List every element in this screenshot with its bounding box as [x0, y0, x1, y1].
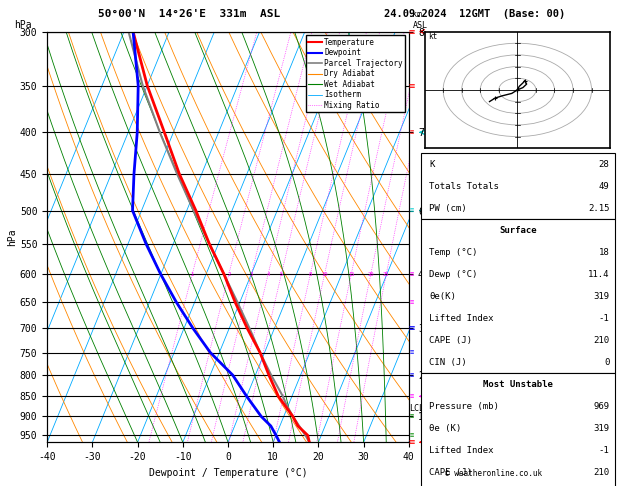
Text: 50°00'N  14°26'E  331m  ASL: 50°00'N 14°26'E 331m ASL [97, 9, 280, 19]
Text: 4: 4 [267, 272, 270, 277]
Text: 24.09.2024  12GMT  (Base: 00): 24.09.2024 12GMT (Base: 00) [384, 9, 565, 19]
Text: 15: 15 [348, 272, 355, 277]
Text: ≡: ≡ [410, 349, 414, 356]
Text: 18: 18 [599, 247, 610, 257]
Text: 11.4: 11.4 [588, 270, 610, 278]
Text: 49: 49 [599, 182, 610, 191]
Text: 969: 969 [593, 401, 610, 411]
Text: CAPE (J): CAPE (J) [429, 468, 472, 477]
Text: 0: 0 [604, 358, 610, 366]
Text: ≡: ≡ [410, 129, 414, 136]
Text: Pressure (mb): Pressure (mb) [429, 401, 499, 411]
Text: ≡: ≡ [409, 27, 415, 36]
Text: 25: 25 [383, 272, 389, 277]
Text: K: K [429, 159, 435, 169]
Text: Lifted Index: Lifted Index [429, 313, 494, 323]
Text: ≡: ≡ [410, 414, 414, 419]
Text: ≡: ≡ [410, 433, 414, 438]
Text: km
ASL: km ASL [413, 10, 428, 30]
Text: PW (cm): PW (cm) [429, 204, 467, 212]
X-axis label: Dewpoint / Temperature (°C): Dewpoint / Temperature (°C) [148, 468, 308, 478]
Text: ≡: ≡ [410, 372, 414, 378]
Bar [421, 153, 615, 219]
Text: 2.15: 2.15 [588, 204, 610, 212]
Text: ≡: ≡ [409, 81, 415, 90]
Text: hPa: hPa [14, 19, 32, 30]
Text: ≡: ≡ [409, 437, 415, 447]
Text: 319: 319 [593, 423, 610, 433]
Text: 319: 319 [593, 292, 610, 300]
Text: Dewp (°C): Dewp (°C) [429, 270, 477, 278]
Text: kt: kt [428, 32, 438, 41]
Text: CIN (J): CIN (J) [429, 358, 467, 366]
Text: ≡: ≡ [410, 208, 414, 213]
Bar [421, 373, 615, 486]
Text: Lifted Index: Lifted Index [429, 446, 494, 454]
Legend: Temperature, Dewpoint, Parcel Trajectory, Dry Adiabat, Wet Adiabat, Isotherm, Mi: Temperature, Dewpoint, Parcel Trajectory… [306, 35, 405, 112]
Text: ≡: ≡ [410, 271, 414, 278]
Text: Totals Totals: Totals Totals [429, 182, 499, 191]
Text: Temp (°C): Temp (°C) [429, 247, 477, 257]
Text: 1: 1 [191, 272, 194, 277]
Text: 20: 20 [367, 272, 374, 277]
Y-axis label: hPa: hPa [7, 228, 17, 246]
Text: θe(K): θe(K) [429, 292, 456, 300]
Text: 10: 10 [321, 272, 328, 277]
Text: Most Unstable: Most Unstable [483, 380, 554, 388]
Text: 5: 5 [280, 272, 283, 277]
Bar [421, 219, 615, 373]
Text: Surface: Surface [499, 226, 537, 235]
Text: -1: -1 [599, 313, 610, 323]
Text: ≡: ≡ [410, 393, 414, 399]
Text: -1: -1 [599, 446, 610, 454]
Text: 2: 2 [227, 272, 230, 277]
Text: Mixing Ratio (g/kg): Mixing Ratio (g/kg) [438, 190, 447, 284]
Text: ≡: ≡ [409, 323, 415, 333]
Text: © weatheronline.co.uk: © weatheronline.co.uk [445, 469, 542, 478]
Text: 28: 28 [599, 159, 610, 169]
Text: ≡: ≡ [410, 299, 414, 305]
Text: LCL: LCL [409, 404, 424, 413]
Text: 210: 210 [593, 468, 610, 477]
Text: θe (K): θe (K) [429, 423, 462, 433]
Text: 3: 3 [250, 272, 253, 277]
Text: 210: 210 [593, 335, 610, 345]
Text: CAPE (J): CAPE (J) [429, 335, 472, 345]
Text: 8: 8 [309, 272, 312, 277]
